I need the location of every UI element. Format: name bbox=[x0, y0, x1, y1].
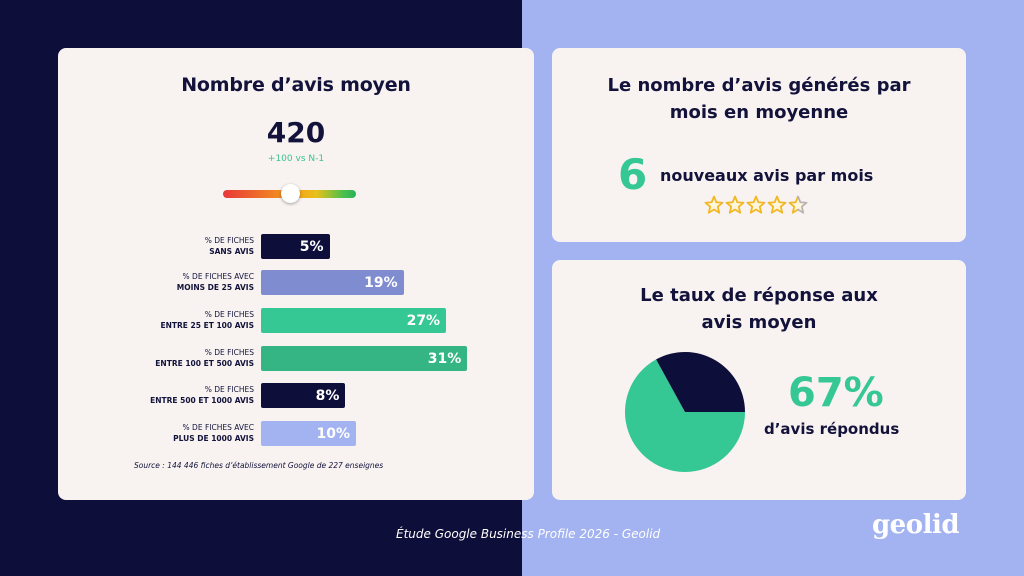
bar-category-label: % DE FICHES AVEC PLUS DE 1000 AVIS bbox=[173, 422, 254, 444]
title-line-1: Le nombre d’avis générés par bbox=[607, 75, 911, 96]
bar-row: % DE FICHES AVEC MOINS DE 25 AVIS 19% bbox=[58, 270, 534, 295]
bar-label-line-2: MOINS DE 25 AVIS bbox=[176, 283, 254, 292]
bar: 31% bbox=[261, 346, 468, 371]
bar-label-line-1: % DE FICHES bbox=[204, 385, 254, 394]
bar-label-line-2: ENTRE 100 ET 500 AVIS bbox=[155, 359, 254, 368]
bar-value-label: 27% bbox=[406, 312, 441, 329]
bar-label-line-1: % DE FICHES bbox=[204, 348, 254, 357]
card-title: Le taux de réponse aux avis moyen bbox=[552, 282, 966, 336]
star-rating bbox=[704, 195, 808, 215]
bar-category-label: % DE FICHES ENTRE 100 ET 500 AVIS bbox=[155, 347, 254, 369]
bar: 10% bbox=[261, 421, 356, 446]
delta-vs-previous-year: +100 vs N-1 bbox=[267, 154, 325, 164]
bar-category-label: % DE FICHES AVEC MOINS DE 25 AVIS bbox=[177, 271, 254, 293]
bar-label-line-2: SANS AVIS bbox=[209, 247, 254, 256]
card-title: Nombre d’avis moyen bbox=[181, 74, 411, 96]
star-icon bbox=[788, 195, 808, 214]
bar-label-line-1: % DE FICHES bbox=[204, 310, 254, 319]
gauge-bar bbox=[223, 184, 356, 203]
source-note: Source : 144 446 fiches d’établissement … bbox=[134, 461, 384, 470]
average-reviews-value: 420 bbox=[266, 116, 326, 149]
bar-row: % DE FICHES ENTRE 500 ET 1000 AVIS 8% bbox=[58, 383, 534, 408]
title-line-2: mois en moyenne bbox=[669, 102, 849, 123]
title-line-1: Le taux de réponse aux bbox=[640, 285, 878, 306]
card-title: Le nombre d’avis générés par mois en moy… bbox=[552, 72, 966, 126]
monthly-reviews-label: nouveaux avis par mois bbox=[660, 166, 874, 185]
bar: 8% bbox=[261, 383, 346, 408]
star-icon bbox=[746, 195, 766, 214]
star-icon bbox=[767, 195, 787, 214]
bar-label-line-1: % DE FICHES bbox=[204, 236, 254, 245]
bar-row: % DE FICHES SANS AVIS 5% bbox=[58, 234, 534, 259]
bar-label-line-1: % DE FICHES AVEC bbox=[182, 272, 254, 281]
bar: 5% bbox=[261, 234, 330, 259]
title-line-2: avis moyen bbox=[701, 312, 817, 333]
geolid-logo: geolid bbox=[872, 510, 960, 540]
response-rate-label: d’avis répondus bbox=[764, 420, 900, 438]
bar: 19% bbox=[261, 270, 404, 295]
bar-label-line-2: ENTRE 500 ET 1000 AVIS bbox=[150, 396, 254, 405]
bar-value-label: 31% bbox=[427, 350, 462, 367]
bar: 27% bbox=[261, 308, 447, 333]
star-icon bbox=[704, 195, 724, 214]
bar-row: % DE FICHES ENTRE 25 ET 100 AVIS 27% bbox=[58, 308, 534, 333]
response-rate-value: 67% bbox=[788, 370, 884, 416]
average-reviews-card: Nombre d’avis moyen 420 +100 vs N-1 % DE… bbox=[58, 48, 534, 500]
bar-label-line-1: % DE FICHES AVEC bbox=[182, 423, 254, 432]
pie-slice-repondus bbox=[625, 359, 745, 472]
bar-category-label: % DE FICHES ENTRE 25 ET 100 AVIS bbox=[161, 309, 254, 331]
response-pie-chart bbox=[625, 351, 745, 472]
bar-row: % DE FICHES ENTRE 100 ET 500 AVIS 31% bbox=[58, 346, 534, 371]
bar-value-label: 5% bbox=[299, 238, 324, 255]
bar-row: % DE FICHES AVEC PLUS DE 1000 AVIS 10% bbox=[58, 421, 534, 446]
bar-category-label: % DE FICHES SANS AVIS bbox=[205, 235, 254, 257]
monthly-reviews-card: Le nombre d’avis générés par mois en moy… bbox=[552, 48, 966, 242]
bar-label-line-2: PLUS DE 1000 AVIS bbox=[173, 434, 254, 443]
bar-value-label: 19% bbox=[364, 274, 398, 291]
bar-category-label: % DE FICHES ENTRE 500 ET 1000 AVIS bbox=[150, 384, 254, 406]
bar-value-label: 8% bbox=[315, 387, 340, 404]
pie-slice-non-repondus bbox=[656, 351, 745, 412]
bar-value-label: 10% bbox=[316, 425, 350, 442]
star-icon bbox=[725, 195, 745, 214]
response-rate-card: Le taux de réponse aux avis moyen 67% d’… bbox=[552, 260, 966, 500]
gauge-knob bbox=[280, 184, 300, 203]
study-caption: Étude Google Business Profile 2026 - Geo… bbox=[396, 527, 661, 541]
monthly-reviews-value: 6 bbox=[618, 150, 648, 199]
bar-label-line-2: ENTRE 25 ET 100 AVIS bbox=[160, 321, 254, 330]
